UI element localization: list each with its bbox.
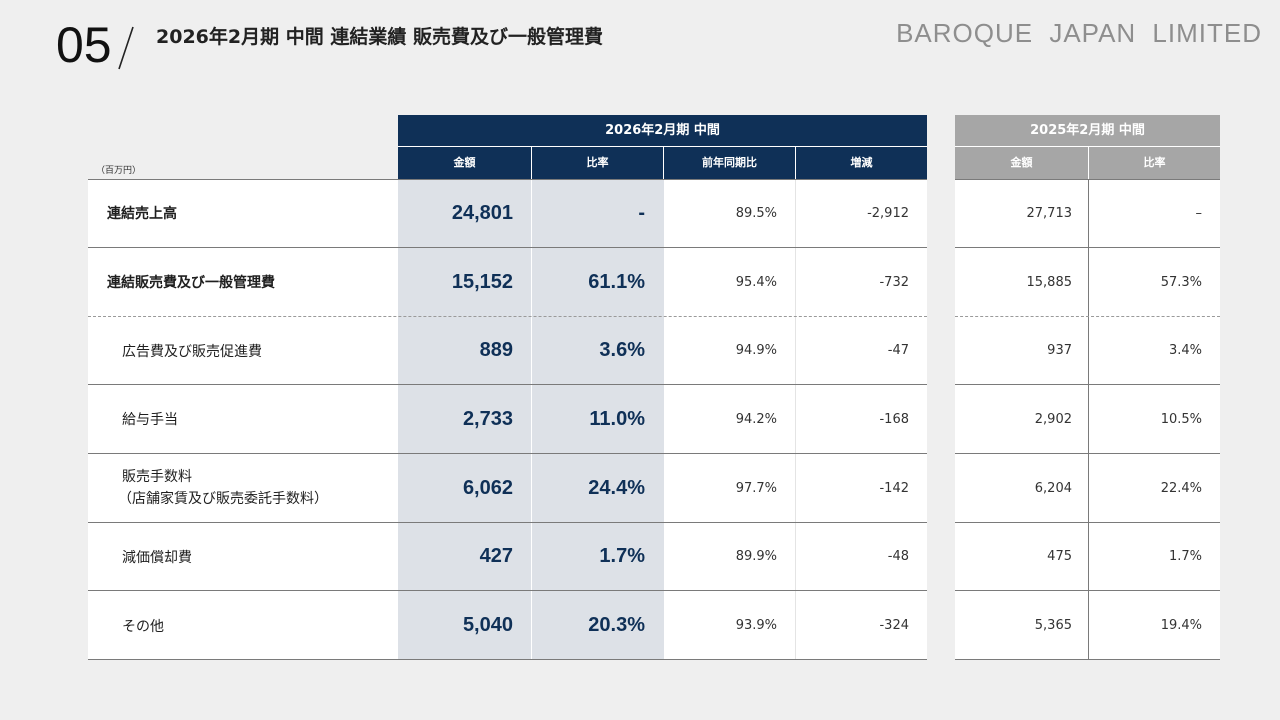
amount-value: 2,733 bbox=[462, 407, 513, 430]
ratio-value: 1.7% bbox=[599, 545, 645, 568]
row-border bbox=[955, 659, 1220, 660]
prev-ratio-value: 10.5% bbox=[1160, 411, 1202, 427]
column-separator bbox=[663, 179, 664, 660]
column-separator bbox=[795, 179, 796, 660]
amount-value: 5,040 bbox=[462, 614, 513, 637]
brand-logo: BAROQUE JAPAN LIMITED bbox=[896, 18, 1262, 48]
diff-value: -732 bbox=[879, 274, 909, 290]
highlight-column-bg bbox=[398, 179, 663, 660]
ratio-value: 3.6% bbox=[599, 339, 645, 362]
row-label-line1: 販売手数料 bbox=[122, 469, 192, 486]
row-border-dashed bbox=[955, 316, 1220, 317]
diff-value: -142 bbox=[879, 480, 909, 496]
row-border bbox=[88, 453, 927, 454]
prev-header-divider bbox=[955, 146, 1220, 147]
yoy-value: 94.9% bbox=[735, 343, 777, 359]
prev-ratio-value: 22.4% bbox=[1160, 480, 1202, 496]
col-yoy-header: 前年同期比 bbox=[663, 147, 795, 179]
row-label: その他 bbox=[122, 618, 164, 635]
row-border-dashed bbox=[88, 316, 927, 317]
diff-value: -48 bbox=[887, 549, 909, 565]
slash-divider bbox=[118, 26, 134, 70]
row-label: 販売手数料 （店舗家賃及び販売委託手数料） bbox=[88, 454, 398, 523]
diff-value: -324 bbox=[879, 618, 909, 634]
slide-number: 05 bbox=[56, 17, 112, 73]
column-separator bbox=[1088, 179, 1089, 660]
sga-table: 連結売上高 24,801 - 89.5% -2,912 27,713 – 連結販… bbox=[88, 179, 1220, 660]
prev-ratio-value: 19.4% bbox=[1160, 618, 1202, 634]
row-border bbox=[955, 453, 1220, 454]
row-border bbox=[88, 522, 927, 523]
ratio-value: 61.1% bbox=[588, 270, 645, 293]
prev-ratio-value: 57.3% bbox=[1160, 274, 1202, 290]
column-separator bbox=[531, 179, 532, 660]
row-border bbox=[88, 590, 927, 591]
prev-amount-value: 15,885 bbox=[1026, 274, 1073, 290]
row-border bbox=[88, 247, 927, 248]
unit-label: （百万円） bbox=[96, 166, 142, 176]
row-border bbox=[955, 247, 1220, 248]
current-period-header: 2026年2月期 中間 bbox=[398, 115, 927, 146]
prev-amount-value: 475 bbox=[1047, 549, 1072, 565]
table-row: その他 5,040 20.3% 93.9% -324 5,365 19.4% bbox=[88, 591, 1220, 660]
table-row: 広告費及び販売促進費 889 3.6% 94.9% -47 937 3.4% bbox=[88, 316, 1220, 385]
row-border bbox=[955, 384, 1220, 385]
amount-value: 889 bbox=[479, 339, 513, 362]
prev-ratio-value: – bbox=[1195, 205, 1203, 221]
prev-amount-value: 27,713 bbox=[1026, 205, 1073, 221]
diff-value: -47 bbox=[887, 343, 909, 359]
row-border bbox=[88, 659, 927, 660]
prev-amount-value: 937 bbox=[1047, 343, 1072, 359]
prev-ratio-value: 1.7% bbox=[1168, 549, 1202, 565]
table-row: 販売手数料 （店舗家賃及び販売委託手数料） 6,062 24.4% 97.7% … bbox=[88, 454, 1220, 523]
header-divider bbox=[398, 146, 927, 147]
row-border bbox=[955, 590, 1220, 591]
row-label: 給与手当 bbox=[122, 412, 178, 429]
yoy-value: 93.9% bbox=[735, 618, 777, 634]
row-label-line2: （店舗家賃及び販売委託手数料） bbox=[118, 491, 328, 508]
label-column-bg bbox=[88, 179, 398, 660]
table-row: 減価償却費 427 1.7% 89.9% -48 475 1.7% bbox=[88, 523, 1220, 592]
row-label: 広告費及び販売促進費 bbox=[122, 343, 262, 360]
previous-period-header: 2025年2月期 中間 bbox=[955, 115, 1220, 146]
col-amount-header: 金額 bbox=[398, 147, 531, 179]
amount-value: 15,152 bbox=[451, 270, 513, 293]
yoy-value: 95.4% bbox=[735, 274, 777, 290]
amount-value: 6,062 bbox=[462, 476, 513, 499]
col-ratio-header: 比率 bbox=[531, 147, 663, 179]
ratio-value: 20.3% bbox=[588, 614, 645, 637]
prev-amount-value: 6,204 bbox=[1034, 480, 1072, 496]
ratio-value: - bbox=[638, 201, 645, 224]
yoy-value: 89.9% bbox=[735, 549, 777, 565]
prev-ratio-value: 3.4% bbox=[1168, 343, 1202, 359]
table-row: 給与手当 2,733 11.0% 94.2% -168 2,902 10.5% bbox=[88, 385, 1220, 454]
diff-value: -168 bbox=[879, 411, 909, 427]
table-row: 連結売上高 24,801 - 89.5% -2,912 27,713 – bbox=[88, 179, 1220, 248]
prev-col-amount-header: 金額 bbox=[955, 147, 1088, 179]
previous-column-bg bbox=[955, 179, 1220, 660]
row-label: 連結売上高 bbox=[107, 206, 177, 223]
ratio-value: 24.4% bbox=[588, 476, 645, 499]
yoy-value: 94.2% bbox=[735, 411, 777, 427]
row-border bbox=[955, 522, 1220, 523]
row-border bbox=[88, 384, 927, 385]
prev-col-ratio-header: 比率 bbox=[1088, 147, 1220, 179]
prev-amount-value: 2,902 bbox=[1034, 411, 1072, 427]
row-border bbox=[955, 179, 1220, 180]
page-title: 2026年2月期 中間 連結業績 販売費及び一般管理費 bbox=[156, 26, 603, 48]
ratio-value: 11.0% bbox=[589, 407, 645, 430]
prev-amount-value: 5,365 bbox=[1034, 618, 1072, 634]
col-diff-header: 増減 bbox=[795, 147, 927, 179]
row-border bbox=[88, 179, 927, 180]
amount-value: 427 bbox=[479, 545, 513, 568]
diff-value: -2,912 bbox=[867, 205, 909, 221]
row-label: 減価償却費 bbox=[122, 549, 192, 566]
row-label: 連結販売費及び一般管理費 bbox=[107, 275, 275, 292]
amount-value: 24,801 bbox=[451, 201, 513, 224]
table-row: 連結販売費及び一般管理費 15,152 61.1% 95.4% -732 15,… bbox=[88, 248, 1220, 317]
yoy-value: 89.5% bbox=[735, 205, 777, 221]
yoy-value: 97.7% bbox=[735, 480, 777, 496]
